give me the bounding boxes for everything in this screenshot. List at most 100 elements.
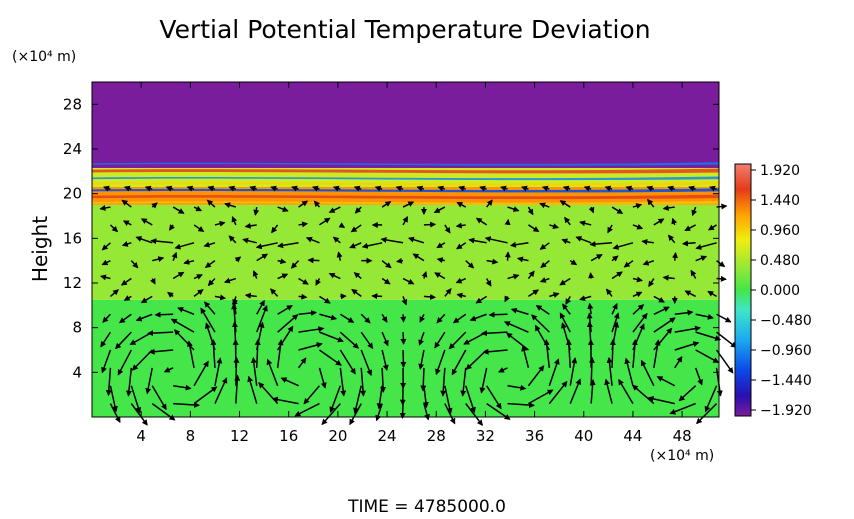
colorbar-tick-label: −1.440 <box>760 373 812 389</box>
wind-vector <box>271 396 299 405</box>
wind-vector <box>381 201 392 208</box>
wind-vector <box>360 349 373 377</box>
wind-vector <box>381 349 389 372</box>
wind-vector <box>234 256 242 263</box>
wind-vector <box>255 242 278 250</box>
wind-vector <box>510 307 529 315</box>
wind-vector <box>319 331 344 343</box>
x-tick-label: 12 <box>230 427 249 445</box>
wind-vector <box>204 301 216 315</box>
wind-vector <box>204 322 216 351</box>
wind-vector <box>528 289 540 298</box>
wind-vector <box>468 237 487 244</box>
wind-vector <box>145 367 153 395</box>
wind-vector <box>353 272 362 280</box>
wind-vector <box>174 242 195 250</box>
wind-vector <box>277 314 299 333</box>
wind-vector <box>611 312 620 333</box>
wind-vector <box>691 206 698 217</box>
wind-vector <box>500 185 508 192</box>
wind-vector <box>521 345 530 369</box>
wind-vector <box>214 220 226 227</box>
field-band <box>92 194 719 200</box>
x-unit-label: (×10⁴ m) <box>650 448 714 464</box>
wind-vector <box>716 313 732 323</box>
colorbar-tick-label: 1.440 <box>760 193 800 209</box>
wind-vector <box>234 374 241 404</box>
wind-vector <box>488 311 508 318</box>
wind-vector <box>121 199 132 208</box>
y-tick-label: 16 <box>63 229 82 247</box>
x-tick-label: 16 <box>279 427 298 445</box>
wind-vector <box>662 204 675 211</box>
wind-vector <box>507 384 527 391</box>
wind-vector <box>444 224 451 234</box>
y-tick-label: 8 <box>72 319 82 337</box>
wind-vector <box>117 349 133 376</box>
wind-vector <box>100 274 111 281</box>
wind-vector <box>662 274 675 281</box>
wind-vector <box>695 242 717 250</box>
wind-vector <box>587 302 594 315</box>
wind-vector <box>256 253 269 262</box>
wind-vector <box>465 260 475 269</box>
wind-vector <box>360 331 374 350</box>
wind-vector <box>456 292 466 299</box>
wind-vector <box>506 332 529 351</box>
wind-vector <box>418 331 425 346</box>
wind-vector <box>101 259 111 266</box>
wind-vector <box>504 251 511 261</box>
wind-vector <box>123 295 132 301</box>
wind-vector <box>611 303 618 315</box>
wind-vector <box>674 309 694 316</box>
wind-vector <box>418 349 425 370</box>
wind-vector <box>339 313 355 323</box>
x-tick-label: 24 <box>378 427 397 445</box>
wind-vector <box>475 295 488 304</box>
wind-vector <box>121 241 132 247</box>
colorbar-tick-label: 1.920 <box>760 163 800 179</box>
wind-vector <box>381 277 391 285</box>
wind-vector <box>485 278 492 287</box>
wind-vector <box>277 273 289 280</box>
wind-vector <box>669 402 696 415</box>
wind-vector <box>401 296 408 306</box>
wind-vector <box>170 318 195 333</box>
wind-vector <box>440 367 447 397</box>
wind-vector <box>167 291 174 298</box>
wind-vector <box>311 185 320 192</box>
wind-vector <box>684 290 696 298</box>
wind-vector <box>183 258 195 265</box>
wind-vector <box>353 185 362 192</box>
wind-vector <box>564 216 571 226</box>
wind-vector <box>448 331 467 350</box>
wind-vector <box>298 221 309 228</box>
wind-vector <box>539 242 550 250</box>
x-tick-label: 36 <box>525 427 544 445</box>
wind-vector <box>456 242 467 250</box>
wind-vector <box>647 198 655 208</box>
wind-vector <box>486 402 511 420</box>
wind-vector <box>402 201 415 208</box>
wind-vector <box>588 272 595 279</box>
wind-vector <box>249 185 257 192</box>
wind-vector <box>381 313 388 323</box>
wind-vector <box>641 238 654 245</box>
x-tick-label: 48 <box>673 427 692 445</box>
wind-vector <box>328 272 341 280</box>
wind-vector <box>559 200 571 208</box>
field-band <box>92 181 719 186</box>
wind-vector <box>648 278 655 288</box>
wind-vector <box>396 257 404 264</box>
wind-vector <box>583 185 592 192</box>
wind-vector <box>688 185 696 192</box>
wind-vector <box>436 257 445 264</box>
wind-vector <box>290 260 300 269</box>
wind-vector <box>486 385 502 410</box>
wind-vector <box>109 289 119 297</box>
wind-vector <box>696 403 718 425</box>
plot-area <box>91 81 737 426</box>
y-axis: 4 8 12 16 20 24 28 <box>63 95 719 381</box>
wind-vector <box>280 377 299 387</box>
wind-vector <box>130 260 139 269</box>
